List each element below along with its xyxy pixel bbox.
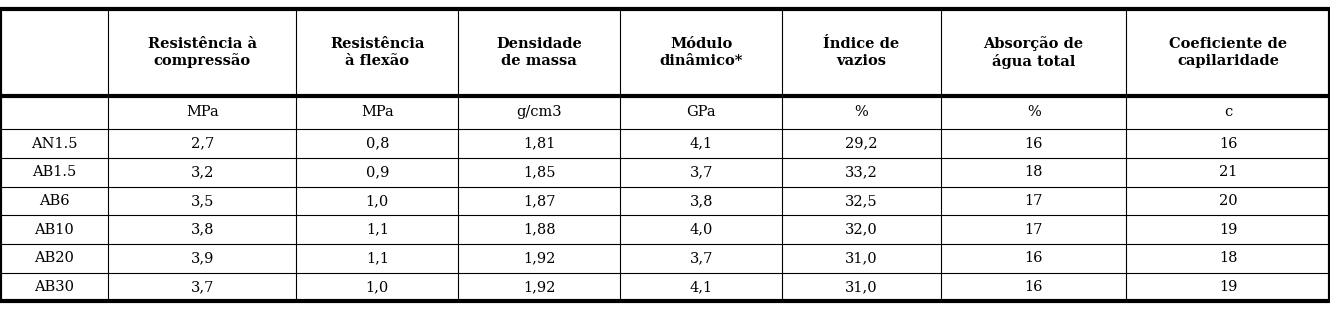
Text: 21: 21 [1218,165,1237,179]
Text: Densidade
de massa: Densidade de massa [496,37,583,68]
Text: 0,8: 0,8 [366,137,390,150]
Text: c: c [1224,106,1232,119]
Text: Índice de
vazios: Índice de vazios [823,37,899,68]
Text: 31,0: 31,0 [846,280,878,294]
Text: 1,92: 1,92 [523,280,556,294]
Text: 17: 17 [1024,194,1043,208]
Text: Coeficiente de
capilaridade: Coeficiente de capilaridade [1169,37,1287,68]
Text: 1,85: 1,85 [523,165,556,179]
Text: Módulo
dinâmico*: Módulo dinâmico* [660,37,743,68]
Text: Absorção de
água total: Absorção de água total [984,36,1084,69]
Text: 31,0: 31,0 [846,252,878,265]
Text: 16: 16 [1024,137,1043,150]
Text: 4,1: 4,1 [689,280,713,294]
Text: AB30: AB30 [35,280,74,294]
Text: 18: 18 [1218,252,1237,265]
Text: 3,7: 3,7 [190,280,214,294]
Text: %: % [855,106,868,119]
Text: 3,7: 3,7 [689,165,713,179]
Text: 1,0: 1,0 [366,280,388,294]
Text: 16: 16 [1218,137,1237,150]
Text: %: % [1027,106,1040,119]
Text: 0,9: 0,9 [366,165,388,179]
Text: MPa: MPa [360,106,394,119]
Text: 19: 19 [1218,280,1237,294]
Text: 1,88: 1,88 [523,223,556,237]
Text: 16: 16 [1024,252,1043,265]
Text: AN1.5: AN1.5 [31,137,77,150]
Text: AB1.5: AB1.5 [32,165,76,179]
Text: 3,2: 3,2 [190,165,214,179]
Text: 1,87: 1,87 [523,194,556,208]
Text: 4,1: 4,1 [689,137,713,150]
Text: 29,2: 29,2 [846,137,878,150]
Text: AB6: AB6 [39,194,69,208]
Text: 2,7: 2,7 [190,137,214,150]
Text: GPa: GPa [686,106,716,119]
Text: 32,5: 32,5 [846,194,878,208]
Text: g/cm3: g/cm3 [516,106,563,119]
Text: 33,2: 33,2 [846,165,878,179]
Text: 1,0: 1,0 [366,194,388,208]
Text: 4,0: 4,0 [689,223,713,237]
Text: AB20: AB20 [35,252,74,265]
Text: 20: 20 [1218,194,1237,208]
Text: 19: 19 [1218,223,1237,237]
Text: 32,0: 32,0 [846,223,878,237]
Text: 3,5: 3,5 [190,194,214,208]
Text: 3,8: 3,8 [689,194,713,208]
Text: 3,8: 3,8 [190,223,214,237]
Text: 1,92: 1,92 [523,252,556,265]
Text: 18: 18 [1024,165,1043,179]
Text: 3,9: 3,9 [190,252,214,265]
Text: Resistência
à flexão: Resistência à flexão [330,37,424,68]
Text: 1,81: 1,81 [523,137,556,150]
Text: 17: 17 [1024,223,1043,237]
Text: 1,1: 1,1 [366,223,388,237]
Text: 1,1: 1,1 [366,252,388,265]
Text: 3,7: 3,7 [689,252,713,265]
Text: MPa: MPa [186,106,218,119]
Text: 16: 16 [1024,280,1043,294]
Text: Resistência à
compressão: Resistência à compressão [148,37,257,68]
Text: AB10: AB10 [35,223,74,237]
